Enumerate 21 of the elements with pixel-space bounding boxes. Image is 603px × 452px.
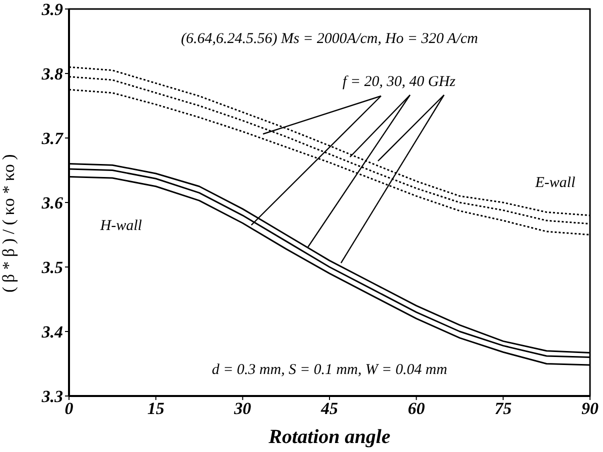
annotation: (6.64,6.24.5.56) Ms = 2000A/cm, Ho = 320 A/cm (180, 31, 478, 47)
annotation: f = 20, 30, 40 GHz (342, 74, 456, 90)
x-tick-label: 90 (582, 399, 599, 418)
y-tick-label: 3.6 (40, 194, 64, 213)
y-tick-label: 3.9 (40, 0, 64, 20)
annotation: E-wall (534, 175, 576, 191)
y-axis-title: ( β * β ) / ( κo * κo ) (0, 154, 18, 292)
y-tick-label: 3.5 (40, 258, 64, 278)
x-tick-label: 30 (233, 399, 252, 418)
x-axis-title: Rotation angle (268, 426, 390, 448)
x-tick-label: 45 (320, 399, 338, 418)
y-tick-label: 3.8 (40, 64, 64, 84)
y-tick-label: 3.4 (40, 322, 63, 342)
x-tick-label: 0 (64, 399, 74, 418)
x-tick-label: 60 (408, 399, 426, 418)
y-tick-label: 3.3 (40, 387, 64, 406)
x-tick-label: 75 (494, 399, 512, 418)
x-tick-label: 15 (147, 399, 165, 418)
annotation: H-wall (99, 218, 142, 234)
annotation: d = 0.3 mm, S = 0.1 mm, W = 0.04 mm (212, 362, 448, 378)
y-tick-label: 3.7 (40, 129, 64, 148)
